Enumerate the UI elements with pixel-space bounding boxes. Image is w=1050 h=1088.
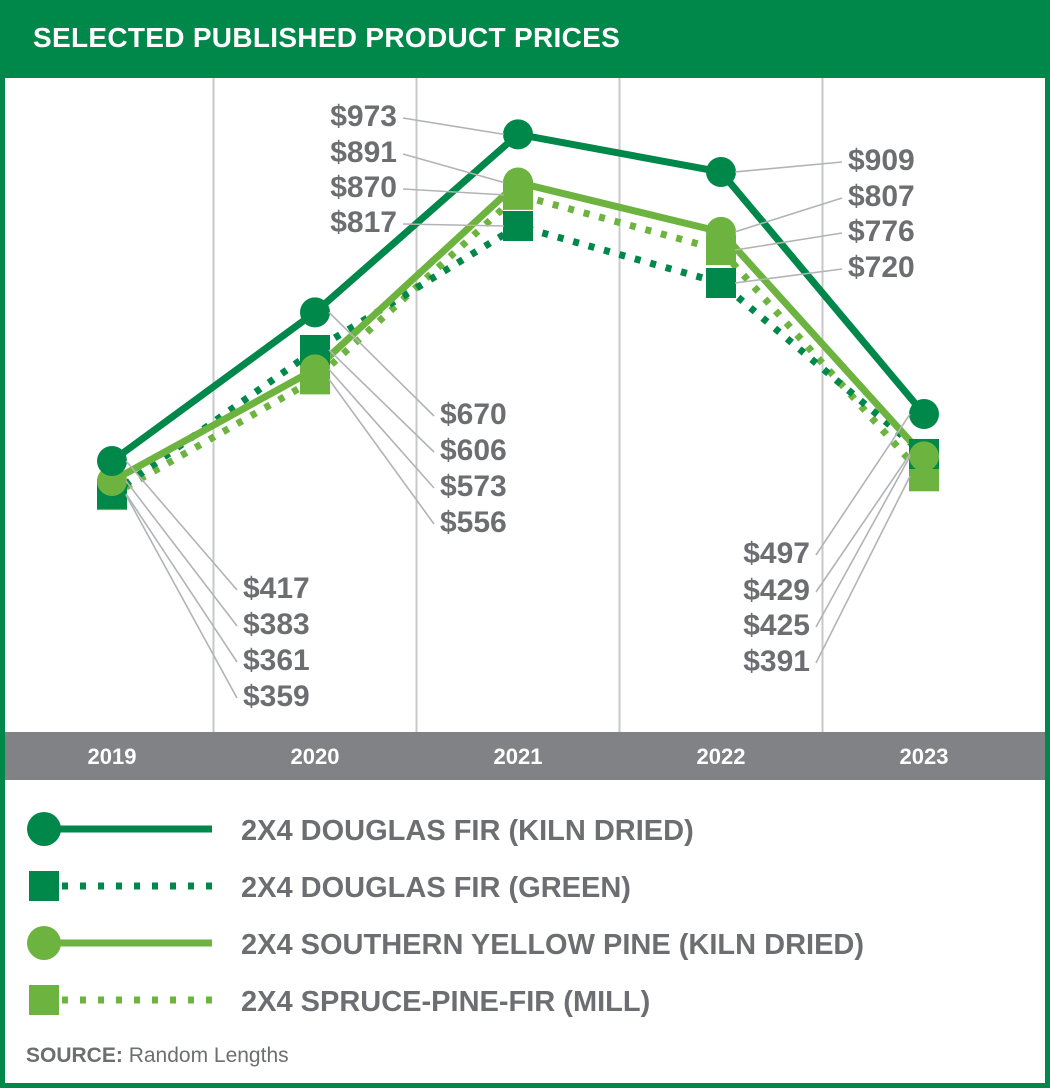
legend-label: 2X4 SPRUCE-PINE-FIR (MILL) (241, 986, 650, 1018)
leader-line (734, 197, 843, 233)
leader-line (328, 378, 435, 525)
legend-marker (29, 985, 59, 1015)
data-point (300, 297, 330, 328)
leader-line (125, 480, 238, 627)
leader-line (815, 453, 911, 593)
leader-line (815, 455, 911, 628)
source-text: Random Lengths (128, 1044, 289, 1067)
data-point (503, 167, 533, 198)
data-label: $909 (848, 144, 915, 177)
leader-line (328, 311, 435, 417)
series-line (110, 191, 927, 499)
data-label: $891 (330, 136, 397, 169)
leader-line (734, 232, 843, 251)
leader-line (734, 268, 843, 284)
legend-label: 2X4 DOUGLAS FIR (GREEN) (241, 872, 631, 904)
leader-line (125, 493, 238, 663)
x-tick-label: 2022 (697, 744, 746, 769)
data-label: $429 (743, 574, 810, 607)
leader-line (402, 117, 505, 136)
legend-marker (27, 926, 61, 960)
data-label: $870 (330, 171, 397, 204)
leader-line (125, 460, 238, 591)
data-label: $573 (440, 470, 507, 503)
data-point (909, 399, 939, 430)
leader-line (328, 368, 435, 489)
data-label: $383 (243, 608, 310, 641)
chart-title: SELECTED PUBLISHED PRODUCT PRICES (33, 22, 621, 53)
leader-line (402, 188, 505, 196)
legend-marker (29, 871, 59, 901)
data-point (706, 268, 736, 298)
x-tick-label: 2021 (494, 744, 543, 769)
leader-line (734, 161, 843, 173)
data-label: $425 (743, 609, 810, 642)
source-note: SOURCE: Random Lengths (26, 1044, 289, 1068)
data-point (503, 211, 533, 242)
data-point (706, 216, 736, 247)
leader-line (125, 494, 238, 699)
data-label: $391 (743, 645, 810, 678)
x-tick-label: 2019 (88, 744, 137, 769)
x-tick-label: 2020 (291, 744, 340, 769)
leader-line (402, 223, 505, 227)
legend-label: 2X4 SOUTHERN YELLOW PINE (KILN DRIED) (241, 929, 864, 961)
leader-line (402, 153, 505, 184)
data-label: $359 (243, 680, 310, 713)
data-label: $817 (330, 206, 397, 239)
leader-line (815, 413, 911, 556)
data-point (909, 441, 939, 472)
legend-label: 2X4 DOUGLAS FIR (KILN DRIED) (241, 815, 694, 847)
data-label: $807 (848, 180, 915, 213)
data-label: $556 (440, 506, 507, 539)
leader-line (815, 475, 911, 664)
data-point (97, 446, 127, 477)
data-label: $497 (743, 537, 810, 570)
data-label: $606 (440, 434, 507, 467)
series-line (109, 222, 927, 497)
data-label: $720 (848, 251, 915, 284)
data-label: $417 (243, 572, 310, 605)
leader-line (328, 349, 435, 453)
x-axis-band (5, 732, 1045, 780)
header-bar: SELECTED PUBLISHED PRODUCT PRICES (0, 0, 1050, 78)
x-tick-label: 2023 (900, 744, 949, 769)
data-label: $973 (330, 100, 397, 133)
data-point (706, 156, 736, 187)
legend-marker (27, 812, 61, 846)
data-label: $670 (440, 398, 507, 431)
source-label: SOURCE: (26, 1044, 123, 1067)
data-label: $361 (243, 644, 310, 677)
data-point (300, 354, 330, 385)
data-label: $776 (848, 215, 915, 248)
data-point (503, 119, 533, 150)
